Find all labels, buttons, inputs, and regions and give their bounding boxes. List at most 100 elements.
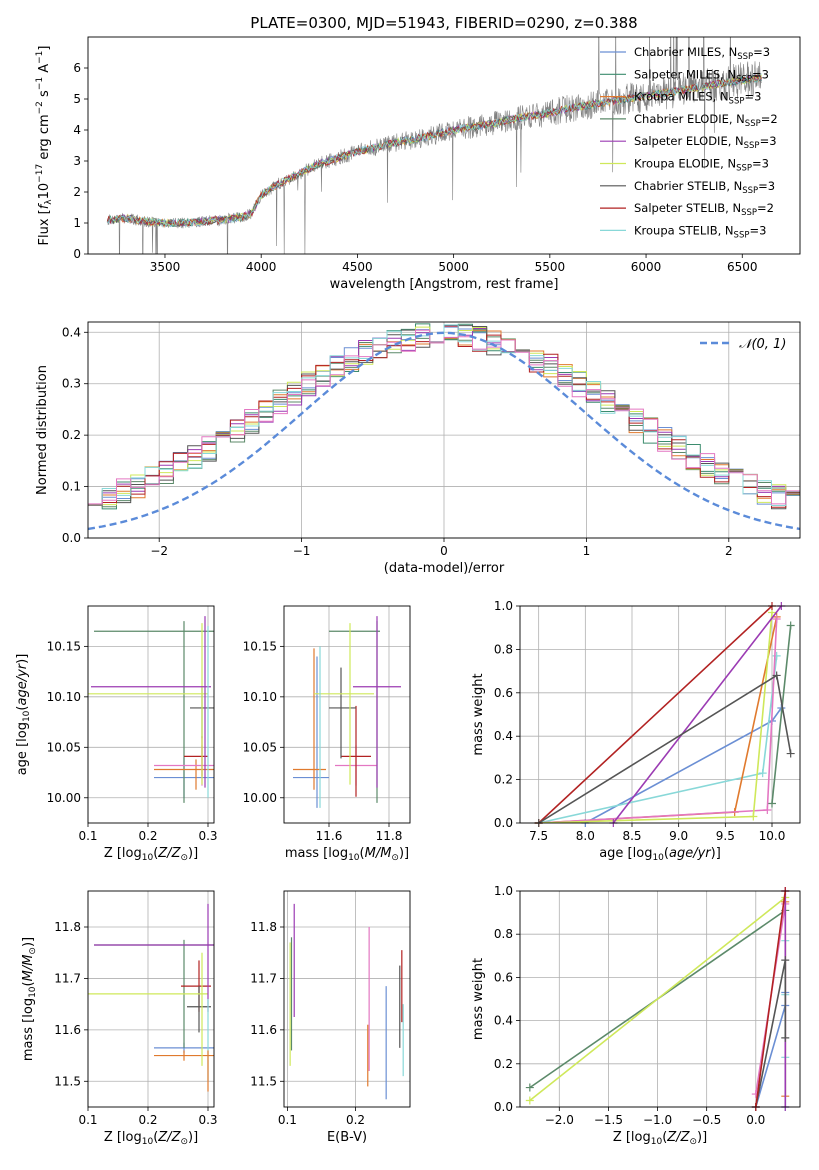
x-tick-label: 5000 bbox=[438, 260, 469, 274]
y-tick-label: 0.2 bbox=[494, 1057, 513, 1071]
data-point-marker bbox=[781, 956, 790, 965]
y-tick-label: 0.4 bbox=[62, 325, 81, 339]
y-axis-label: age [log10(age/yr)] bbox=[15, 654, 32, 776]
x-tick-label: 4000 bbox=[246, 260, 277, 274]
y-axis-label: Normed distribution bbox=[35, 365, 50, 495]
y-tick-label: 4 bbox=[73, 123, 81, 137]
x-tick-label: 2 bbox=[725, 544, 733, 558]
y-tick-label: 0.0 bbox=[494, 816, 513, 830]
data-point-marker bbox=[786, 621, 795, 630]
y-tick-label: 11.8 bbox=[250, 920, 277, 934]
x-axis-label: wavelength [Angstrom, rest frame] bbox=[330, 277, 559, 292]
model-series-line bbox=[106, 73, 762, 228]
y-tick-label: 0.1 bbox=[62, 480, 81, 494]
data-point-marker bbox=[772, 651, 781, 660]
y-tick-label: 0.4 bbox=[494, 729, 513, 743]
y-tick-label: 0.8 bbox=[494, 642, 513, 656]
mass-weight-series-line bbox=[755, 891, 787, 1107]
x-tick-label: 0.2 bbox=[138, 829, 157, 843]
age-vs-Z-panel: 0.1 0.2 0.3 10.00 10.05 10.10 10.15 Z [log10(Z/… bbox=[15, 605, 218, 863]
x-tick-label: 11.8 bbox=[376, 829, 403, 843]
y-tick-label: 6 bbox=[73, 61, 81, 75]
data-point-marker bbox=[772, 671, 781, 680]
x-tick-label: 9.5 bbox=[716, 829, 735, 843]
y-tick-label: 0.0 bbox=[494, 1100, 513, 1114]
x-axis-label: Z [log10(Z/Z⊙)] bbox=[613, 1130, 707, 1147]
axes-frame bbox=[519, 605, 801, 824]
legend-entry: Kroupa ELODIE, NSSP=3 bbox=[634, 157, 769, 174]
axes-frame bbox=[519, 890, 801, 1108]
x-axis-label: age [log10(age/yr)] bbox=[599, 846, 721, 863]
x-tick-label: 0.2 bbox=[138, 1113, 157, 1127]
massweight-vs-Z-panel: −2.0 −1.5 −1.0 −0.5 0.0 0.0 0.2 0.4 0.6 0.8 1.0 Z [… bbox=[471, 884, 801, 1147]
axes-frame bbox=[87, 36, 801, 255]
x-axis-label: (data-model)/error bbox=[384, 561, 505, 576]
normal-reference-curve bbox=[88, 331, 800, 531]
plot-panels: 3500 4000 4500 5000 5500 6000 6500 0 1 2 3 4 5 6 Chabr… bbox=[15, 36, 801, 1147]
y-tick-label: 10.05 bbox=[47, 740, 81, 754]
x-tick-label: 0.1 bbox=[78, 1113, 97, 1127]
y-tick-label: 0.6 bbox=[494, 686, 513, 700]
axes-frame bbox=[283, 605, 411, 824]
legend-entry: Salpeter ELODIE, NSSP=3 bbox=[634, 134, 777, 151]
y-tick-label: 2 bbox=[73, 185, 81, 199]
y-tick-label: 10.10 bbox=[47, 690, 81, 704]
y-tick-label: 11.6 bbox=[250, 1023, 277, 1037]
mass-weight-series-line bbox=[755, 959, 787, 1107]
y-axis-label: mass weight bbox=[471, 958, 486, 1040]
x-tick-label: 0.2 bbox=[346, 1113, 365, 1127]
axes-frame bbox=[87, 890, 215, 1108]
y-tick-label: 10.00 bbox=[47, 791, 81, 805]
x-axis-label: Z [log10(Z/Z⊙)] bbox=[104, 1130, 198, 1147]
y-tick-label: 0.6 bbox=[494, 970, 513, 984]
y-tick-label: 11.5 bbox=[54, 1074, 81, 1088]
age-vs-mass-panel: 11.6 11.8 10.00 10.05 10.10 10.15 mass [log10(… bbox=[243, 605, 411, 863]
x-tick-label: 0.0 bbox=[746, 1113, 765, 1127]
mass-weight-series-line bbox=[538, 674, 792, 823]
x-tick-label: 6500 bbox=[727, 260, 758, 274]
data-point-marker bbox=[781, 1033, 790, 1042]
y-tick-label: 0.4 bbox=[494, 1014, 513, 1028]
y-tick-label: 0.8 bbox=[494, 927, 513, 941]
axes-frame bbox=[283, 890, 411, 1108]
y-tick-label: 0.0 bbox=[62, 531, 81, 545]
y-tick-label: 3 bbox=[73, 154, 81, 168]
y-axis-label: Flux [fλ10−17 erg cm−2 s−1 A−1] bbox=[35, 46, 54, 246]
y-tick-label: 1.0 bbox=[494, 884, 513, 898]
x-tick-label: −1.5 bbox=[594, 1113, 623, 1127]
massweight-vs-age-panel: 7.5 8.0 8.5 9.0 9.5 10.0 0.0 0.2 0.4 0.6 0.8 1.0 age… bbox=[471, 599, 801, 863]
x-tick-label: −1 bbox=[293, 544, 311, 558]
x-tick-label: 0 bbox=[440, 544, 448, 558]
y-tick-label: 10.10 bbox=[243, 690, 277, 704]
y-tick-label: 10.05 bbox=[243, 740, 277, 754]
x-tick-label: 5500 bbox=[535, 260, 566, 274]
y-tick-label: 5 bbox=[73, 92, 81, 106]
spectrum-panel: 3500 4000 4500 5000 5500 6000 6500 0 1 2 3 4 5 6 Chabr… bbox=[35, 36, 801, 292]
y-tick-label: 11.7 bbox=[250, 971, 277, 985]
x-tick-label: 0.3 bbox=[198, 829, 217, 843]
legend-entry: Kroupa MILES, NSSP=3 bbox=[634, 90, 761, 107]
y-tick-label: 10.15 bbox=[243, 639, 277, 653]
mass-weight-series-line bbox=[612, 606, 782, 823]
legend-entry: Chabrier MILES, NSSP=3 bbox=[634, 45, 770, 62]
x-tick-label: 0.1 bbox=[278, 1113, 297, 1127]
figure-title: PLATE=0300, MJD=51943, FIBERID=0290, z=0… bbox=[250, 14, 637, 32]
x-tick-label: 8.0 bbox=[576, 829, 595, 843]
x-tick-label: 0.1 bbox=[78, 829, 97, 843]
y-tick-label: 1 bbox=[73, 216, 81, 230]
y-tick-label: 11.5 bbox=[250, 1074, 277, 1088]
legend-entry: 𝒩(0, 1) bbox=[739, 337, 786, 352]
data-point-marker bbox=[763, 805, 772, 814]
data-point-marker bbox=[758, 769, 767, 778]
x-tick-label: 9.0 bbox=[669, 829, 688, 843]
mass-vs-EBV-panel: 0.1 0.2 11.5 11.6 11.7 11.8 E(B-V) bbox=[250, 890, 411, 1145]
y-tick-label: 0.3 bbox=[62, 377, 81, 391]
legend-entry: Chabrier STELIB, NSSP=3 bbox=[634, 179, 775, 196]
x-axis-label: E(B-V) bbox=[327, 1130, 367, 1145]
x-tick-label: −2.0 bbox=[545, 1113, 574, 1127]
x-tick-label: −2 bbox=[150, 544, 168, 558]
y-tick-label: 11.7 bbox=[54, 971, 81, 985]
y-tick-label: 11.8 bbox=[54, 920, 81, 934]
x-tick-label: 0.3 bbox=[198, 1113, 217, 1127]
